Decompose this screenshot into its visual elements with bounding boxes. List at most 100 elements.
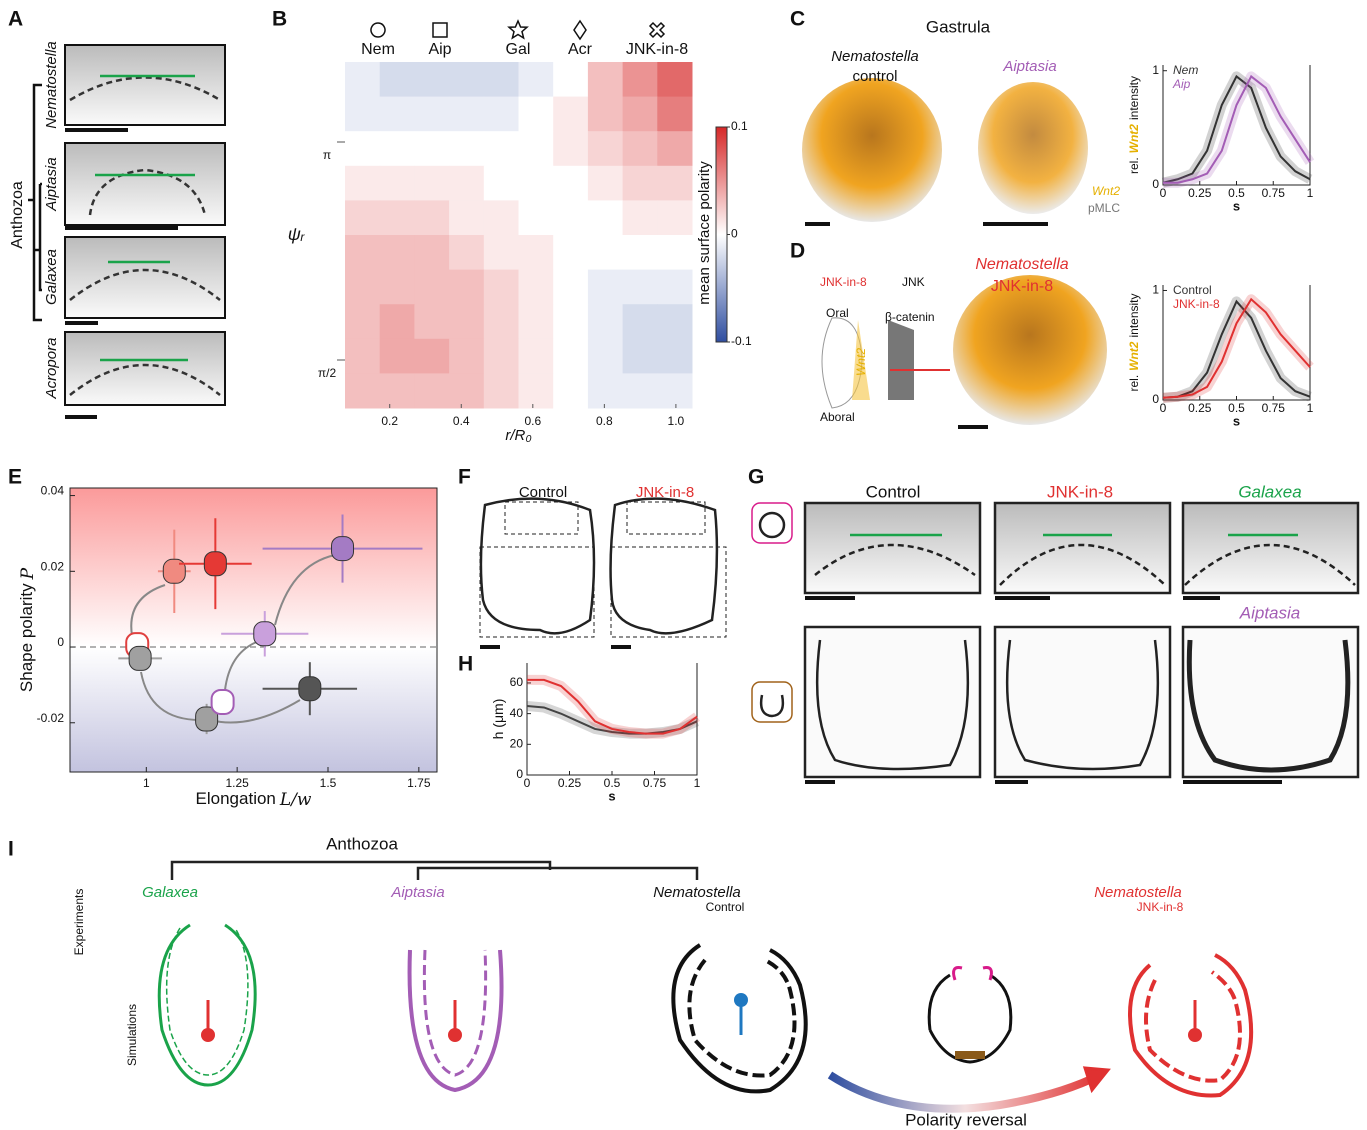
x-tick-label: 0 bbox=[1160, 186, 1167, 200]
data-point bbox=[128, 645, 152, 671]
x-tick-label: 1.5 bbox=[320, 776, 337, 790]
heat-cell bbox=[483, 96, 519, 132]
x-axis-label: s bbox=[608, 788, 615, 803]
heat-cell bbox=[414, 131, 450, 167]
y-axis-label-part: Shape polarity bbox=[17, 583, 36, 692]
y-tick-label: 40 bbox=[510, 706, 524, 720]
heat-cell bbox=[449, 165, 485, 201]
heat-cell bbox=[449, 131, 485, 167]
x-tick-label: 0.5 bbox=[1228, 401, 1245, 415]
heat-cell bbox=[379, 131, 415, 167]
heat-cell bbox=[518, 200, 554, 236]
panel-label: G bbox=[748, 466, 764, 489]
series-line bbox=[1162, 74, 1311, 184]
heat-cell bbox=[587, 131, 624, 167]
heat-cell bbox=[518, 304, 554, 340]
heat-cell bbox=[414, 165, 450, 201]
symbol-icon bbox=[432, 22, 448, 38]
heat-cell bbox=[449, 373, 485, 409]
heat-cell bbox=[345, 304, 381, 340]
x-tick-label: 0.5 bbox=[604, 776, 621, 790]
stain-label: Wnt2 bbox=[1092, 184, 1120, 198]
heat-cell bbox=[553, 269, 589, 305]
panel-label: E bbox=[8, 466, 22, 489]
heat-cell bbox=[587, 373, 624, 409]
symbol-label: Acr bbox=[568, 41, 593, 58]
heat-cell bbox=[414, 96, 450, 132]
y-tick-label: 0 bbox=[516, 767, 523, 781]
heat-cell bbox=[657, 165, 693, 201]
aboral-label: Aboral bbox=[820, 410, 855, 424]
species-label: Galaxea bbox=[142, 884, 198, 901]
species-label: Acropora bbox=[43, 338, 60, 400]
symbol-label: Aip bbox=[428, 41, 451, 58]
heat-cell bbox=[622, 304, 658, 340]
x-tick-label: 0.75 bbox=[643, 776, 667, 790]
row-label: Simulations bbox=[125, 1004, 139, 1066]
heat-cell bbox=[553, 235, 589, 271]
symbol-icon bbox=[507, 19, 529, 40]
heat-cell bbox=[553, 62, 589, 98]
data-point bbox=[331, 536, 355, 562]
heat-cell bbox=[553, 338, 589, 374]
panel-fg-images bbox=[479, 497, 1360, 784]
heat-cell bbox=[345, 62, 381, 98]
y-tick-label: 0.04 bbox=[41, 484, 65, 498]
heat-cell bbox=[449, 200, 485, 236]
image-label: Nematostella bbox=[975, 256, 1068, 273]
heat-cell bbox=[483, 235, 519, 271]
x-axis-label: s bbox=[1233, 413, 1240, 428]
heat-cell bbox=[553, 165, 589, 201]
x-axis-label: s bbox=[1233, 198, 1240, 213]
row-label: Experiments bbox=[72, 889, 86, 956]
heat-cell bbox=[483, 304, 519, 340]
heat-cell bbox=[587, 62, 624, 98]
heat-cell bbox=[483, 269, 519, 305]
heat-cell bbox=[518, 373, 554, 409]
heat-cell bbox=[553, 304, 589, 340]
heat-cell bbox=[345, 165, 381, 201]
heat-cell bbox=[622, 235, 658, 271]
heat-cell bbox=[657, 269, 693, 305]
heat-cell bbox=[483, 200, 519, 236]
heat-cell bbox=[414, 338, 450, 374]
heat-cell bbox=[379, 96, 415, 132]
caption: Polarity reversal bbox=[905, 1110, 1027, 1129]
x-tick-label: 1.75 bbox=[407, 776, 431, 790]
panel-label: A bbox=[8, 8, 23, 31]
y-tick-label: π bbox=[323, 148, 331, 162]
x-tick-label: 1.0 bbox=[668, 414, 685, 428]
heat-cell bbox=[345, 338, 381, 374]
heat-cell bbox=[379, 304, 415, 340]
heat-cell bbox=[449, 338, 485, 374]
x-tick-label: 0.75 bbox=[1262, 401, 1286, 415]
heat-cell bbox=[587, 96, 624, 132]
heat-cell bbox=[414, 200, 450, 236]
heat-cell bbox=[414, 373, 450, 409]
symbol-label: Nem bbox=[361, 41, 395, 58]
x-tick-label: 0.8 bbox=[596, 414, 613, 428]
condition-label: Control bbox=[706, 900, 745, 914]
x-tick-label: 0.25 bbox=[1188, 186, 1212, 200]
colorbar bbox=[715, 126, 728, 343]
heat-cell bbox=[657, 373, 693, 409]
image-sublabel: control bbox=[852, 68, 897, 85]
panel-a-annotations bbox=[28, 74, 221, 419]
symbol-label: Gal bbox=[506, 41, 531, 58]
heat-cell bbox=[622, 269, 658, 305]
heat-cell bbox=[379, 269, 415, 305]
heat-cell bbox=[622, 62, 658, 98]
heat-cell bbox=[518, 338, 554, 374]
x-tick-label: 1.25 bbox=[225, 776, 249, 790]
y-tick-label: 0 bbox=[57, 635, 64, 649]
x-tick-label: 1 bbox=[143, 776, 150, 790]
y-axis-label: Shape polarity P bbox=[17, 567, 37, 692]
x-tick-label: 0.5 bbox=[1228, 186, 1245, 200]
x-tick-label: 0.25 bbox=[558, 776, 582, 790]
panel-label: C bbox=[790, 8, 805, 31]
column-label: Aiptasia bbox=[1239, 603, 1300, 622]
x-tick-label: 0.6 bbox=[524, 414, 541, 428]
gene-label: Wnt2 bbox=[854, 348, 868, 376]
image-sublabel: JNK-in-8 bbox=[991, 278, 1053, 295]
y-tick-label: -0.02 bbox=[37, 711, 65, 725]
